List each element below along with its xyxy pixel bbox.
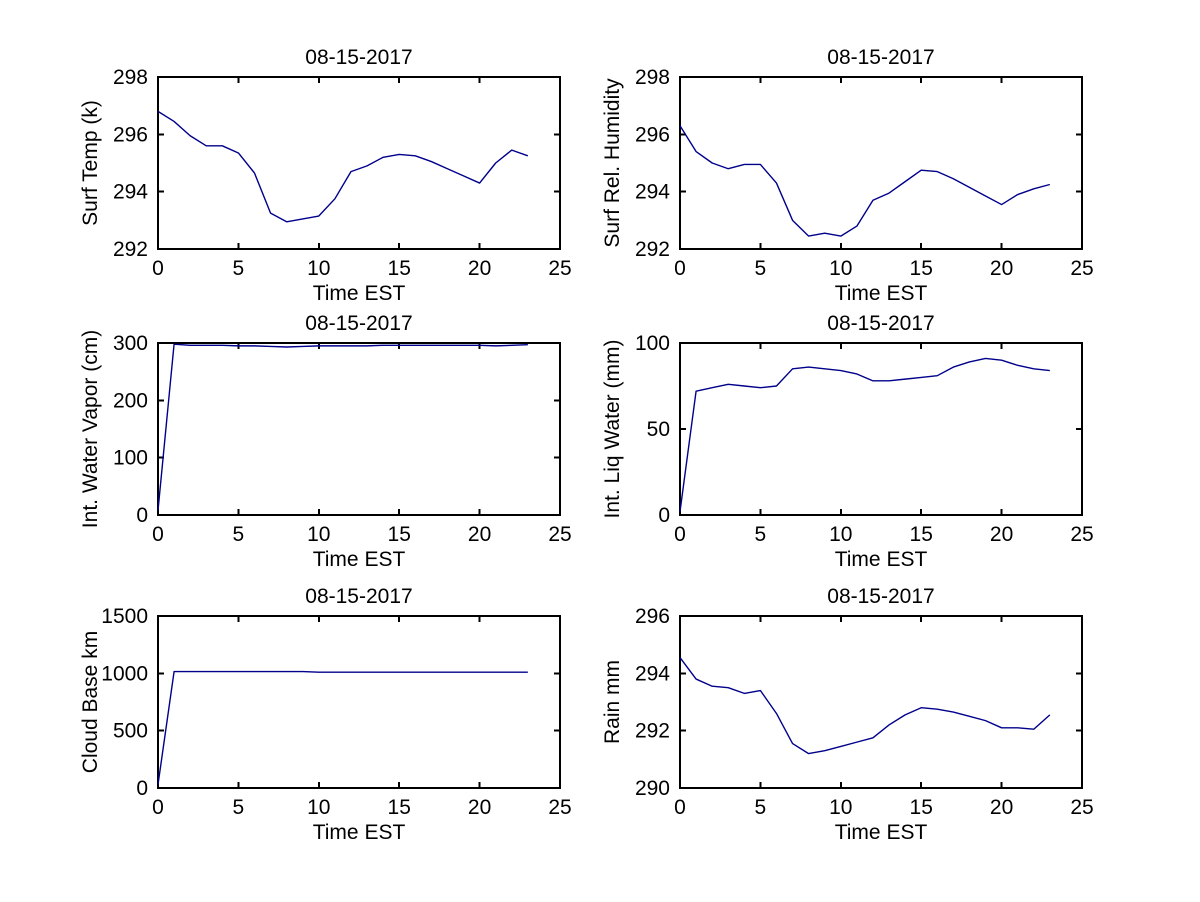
y-tick-label: 296 bbox=[635, 605, 670, 628]
y-tick-label: 294 bbox=[635, 181, 670, 204]
y-tick-label: 300 bbox=[113, 332, 148, 355]
x-tick-label: 10 bbox=[829, 796, 852, 819]
subplot-axes: 0 5 10 15 20 25 0 50 100 bbox=[635, 332, 1094, 546]
x-axis-label: Time EST bbox=[834, 282, 928, 305]
x-tick-label: 5 bbox=[233, 257, 245, 280]
x-tick-label: 25 bbox=[548, 257, 571, 280]
x-tick-label: 0 bbox=[152, 796, 164, 819]
y-tick-label: 100 bbox=[113, 447, 148, 470]
subplot-title: 08-15-2017 bbox=[305, 312, 413, 335]
x-tick-label: 20 bbox=[990, 796, 1013, 819]
y-tick-label: 100 bbox=[635, 332, 670, 355]
y-tick-label: 296 bbox=[113, 123, 148, 146]
data-line bbox=[679, 657, 1051, 755]
x-tick-label: 5 bbox=[233, 523, 245, 546]
x-tick-label: 20 bbox=[468, 523, 491, 546]
axes-box bbox=[157, 76, 561, 250]
subplot-title: 08-15-2017 bbox=[827, 46, 935, 69]
axes-box bbox=[157, 342, 561, 516]
y-tick-label: 1500 bbox=[101, 605, 148, 628]
subplot-axes: 0 5 10 15 20 25 0 500 1000 1500 bbox=[101, 605, 571, 819]
subplot-title: 08-15-2017 bbox=[827, 312, 935, 335]
y-tick-label: 500 bbox=[113, 720, 148, 743]
axes-box bbox=[157, 615, 561, 789]
x-tick-label: 5 bbox=[755, 523, 767, 546]
y-tick-label: 0 bbox=[136, 777, 148, 800]
axes-box bbox=[679, 76, 1083, 250]
x-tick-label: 25 bbox=[1070, 523, 1093, 546]
subplot-title: 08-15-2017 bbox=[305, 585, 413, 608]
x-tick-label: 25 bbox=[548, 523, 571, 546]
axes-box bbox=[679, 342, 1083, 516]
x-tick-label: 15 bbox=[910, 796, 933, 819]
x-tick-label: 15 bbox=[388, 523, 411, 546]
x-tick-label: 0 bbox=[152, 257, 164, 280]
x-axis-label: Time EST bbox=[834, 548, 928, 571]
subplot-axes: 0 5 10 15 20 25 290 292 294 296 bbox=[635, 605, 1094, 819]
x-tick-label: 5 bbox=[755, 796, 767, 819]
axes-box bbox=[679, 615, 1083, 789]
y-tick-label: 298 bbox=[113, 66, 148, 89]
x-tick-label: 20 bbox=[990, 523, 1013, 546]
y-tick-label: 50 bbox=[647, 418, 670, 441]
data-line bbox=[157, 670, 528, 785]
y-tick-label: 294 bbox=[113, 181, 148, 204]
x-tick-label: 5 bbox=[233, 796, 245, 819]
x-tick-label: 15 bbox=[388, 257, 411, 280]
x-tick-label: 25 bbox=[548, 796, 571, 819]
y-axis-label: Rain mm bbox=[601, 660, 624, 745]
subplot-axes: 0 5 10 15 20 25 292 294 296 298 bbox=[113, 66, 572, 280]
y-tick-label: 292 bbox=[113, 238, 148, 261]
x-tick-label: 20 bbox=[468, 796, 491, 819]
y-tick-label: 292 bbox=[635, 720, 670, 743]
x-tick-label: 0 bbox=[674, 257, 686, 280]
y-tick-label: 0 bbox=[658, 504, 670, 527]
x-tick-label: 25 bbox=[1070, 796, 1093, 819]
x-tick-label: 20 bbox=[990, 257, 1013, 280]
y-tick-label: 0 bbox=[136, 504, 148, 527]
subplot-axes: 0 5 10 15 20 25 0 100 200 300 bbox=[113, 332, 572, 546]
x-tick-label: 10 bbox=[307, 523, 330, 546]
subplot-axes: 0 5 10 15 20 25 292 294 296 298 bbox=[635, 66, 1094, 280]
y-tick-label: 1000 bbox=[101, 662, 148, 685]
y-tick-label: 292 bbox=[635, 238, 670, 261]
x-tick-label: 5 bbox=[755, 257, 767, 280]
x-tick-label: 15 bbox=[910, 257, 933, 280]
x-tick-label: 10 bbox=[829, 523, 852, 546]
x-tick-label: 10 bbox=[307, 796, 330, 819]
x-axis-label: Time EST bbox=[834, 821, 928, 844]
x-tick-label: 15 bbox=[910, 523, 933, 546]
x-tick-label: 0 bbox=[674, 523, 686, 546]
x-tick-label: 15 bbox=[388, 796, 411, 819]
x-axis-label: Time EST bbox=[312, 282, 406, 305]
x-axis-label: Time EST bbox=[312, 548, 406, 571]
subplot-title: 08-15-2017 bbox=[827, 585, 935, 608]
data-line bbox=[157, 110, 529, 223]
x-tick-label: 10 bbox=[829, 257, 852, 280]
data-line bbox=[679, 125, 1051, 237]
subplot-title: 08-15-2017 bbox=[305, 46, 413, 69]
x-tick-label: 0 bbox=[152, 523, 164, 546]
x-tick-label: 20 bbox=[468, 257, 491, 280]
y-tick-label: 298 bbox=[635, 66, 670, 89]
y-axis-label: Cloud Base km bbox=[79, 630, 102, 774]
y-tick-label: 290 bbox=[635, 777, 670, 800]
y-tick-label: 294 bbox=[635, 662, 670, 685]
data-line bbox=[679, 357, 1050, 512]
y-tick-label: 296 bbox=[635, 123, 670, 146]
y-tick-label: 200 bbox=[113, 389, 148, 412]
x-axis-label: Time EST bbox=[312, 821, 406, 844]
x-tick-label: 0 bbox=[674, 796, 686, 819]
x-tick-label: 10 bbox=[307, 257, 330, 280]
x-tick-label: 25 bbox=[1070, 257, 1093, 280]
data-line bbox=[157, 343, 528, 511]
